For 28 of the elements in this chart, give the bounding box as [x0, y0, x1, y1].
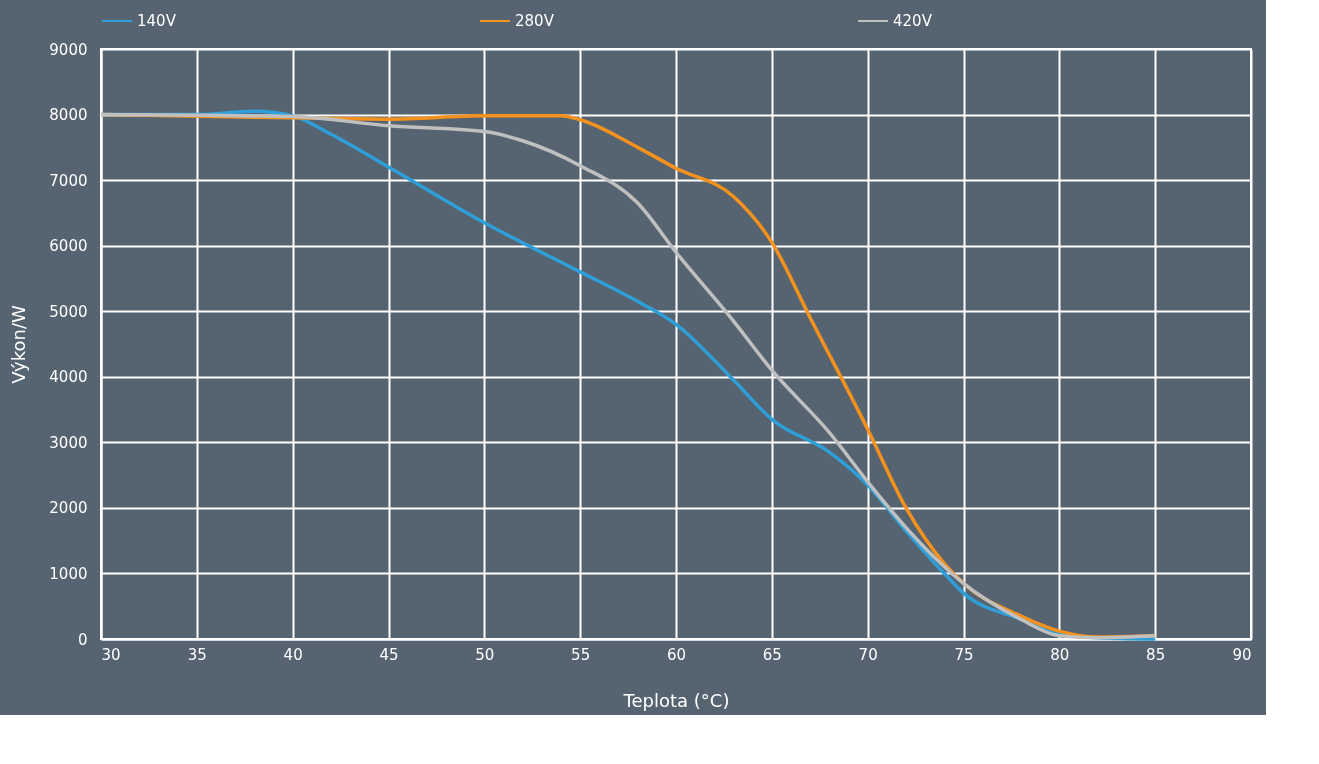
- x-tick-label: 60: [666, 645, 687, 664]
- x-tick-label: 50: [475, 645, 495, 664]
- y-tick-label: 4000: [49, 368, 88, 387]
- y-tick-label: 0: [77, 630, 88, 649]
- x-tick-label: 35: [187, 645, 207, 664]
- x-axis-title: Teplota (°C): [622, 689, 730, 711]
- x-tick-label: 30: [101, 645, 121, 664]
- y-tick-label: 6000: [49, 237, 88, 256]
- y-tick-label: 3000: [49, 433, 88, 452]
- y-axis-title: Výkon/W: [8, 305, 30, 384]
- y-tick-label: 1000: [49, 564, 88, 583]
- x-tick-label: 80: [1050, 645, 1070, 664]
- x-tick-label: 85: [1146, 645, 1166, 664]
- x-tick-label: 65: [762, 645, 782, 664]
- x-tick-label: 45: [379, 645, 399, 664]
- y-tick-label: 5000: [49, 302, 88, 321]
- x-tick-label: 90: [1232, 645, 1252, 664]
- y-tick-label: 2000: [49, 499, 88, 518]
- x-tick-label: 55: [571, 645, 591, 664]
- x-tick-label: 70: [858, 645, 878, 664]
- x-tick-label: 40: [283, 645, 303, 664]
- legend-label: 140V: [137, 12, 177, 30]
- y-tick-label: 8000: [49, 106, 88, 125]
- y-tick-label: 7000: [49, 171, 88, 190]
- legend-label: 420V: [893, 12, 933, 30]
- legend-label: 280V: [515, 12, 555, 30]
- y-tick-label: 9000: [49, 40, 88, 59]
- x-tick-label: 75: [954, 645, 974, 664]
